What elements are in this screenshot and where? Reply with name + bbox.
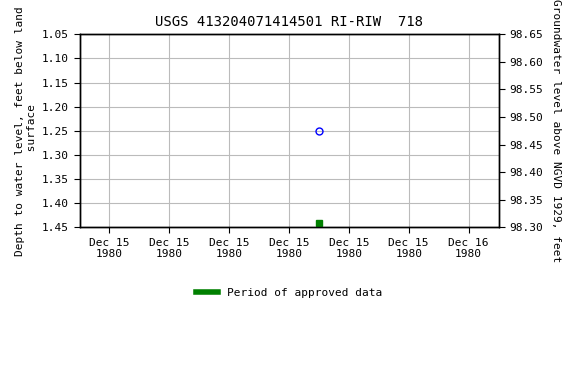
Title: USGS 413204071414501 RI-RIW  718: USGS 413204071414501 RI-RIW 718 — [155, 15, 423, 29]
Legend: Period of approved data: Period of approved data — [191, 284, 386, 303]
Y-axis label: Groundwater level above NGVD 1929, feet: Groundwater level above NGVD 1929, feet — [551, 0, 561, 262]
Y-axis label: Depth to water level, feet below land
 surface: Depth to water level, feet below land su… — [15, 6, 37, 256]
